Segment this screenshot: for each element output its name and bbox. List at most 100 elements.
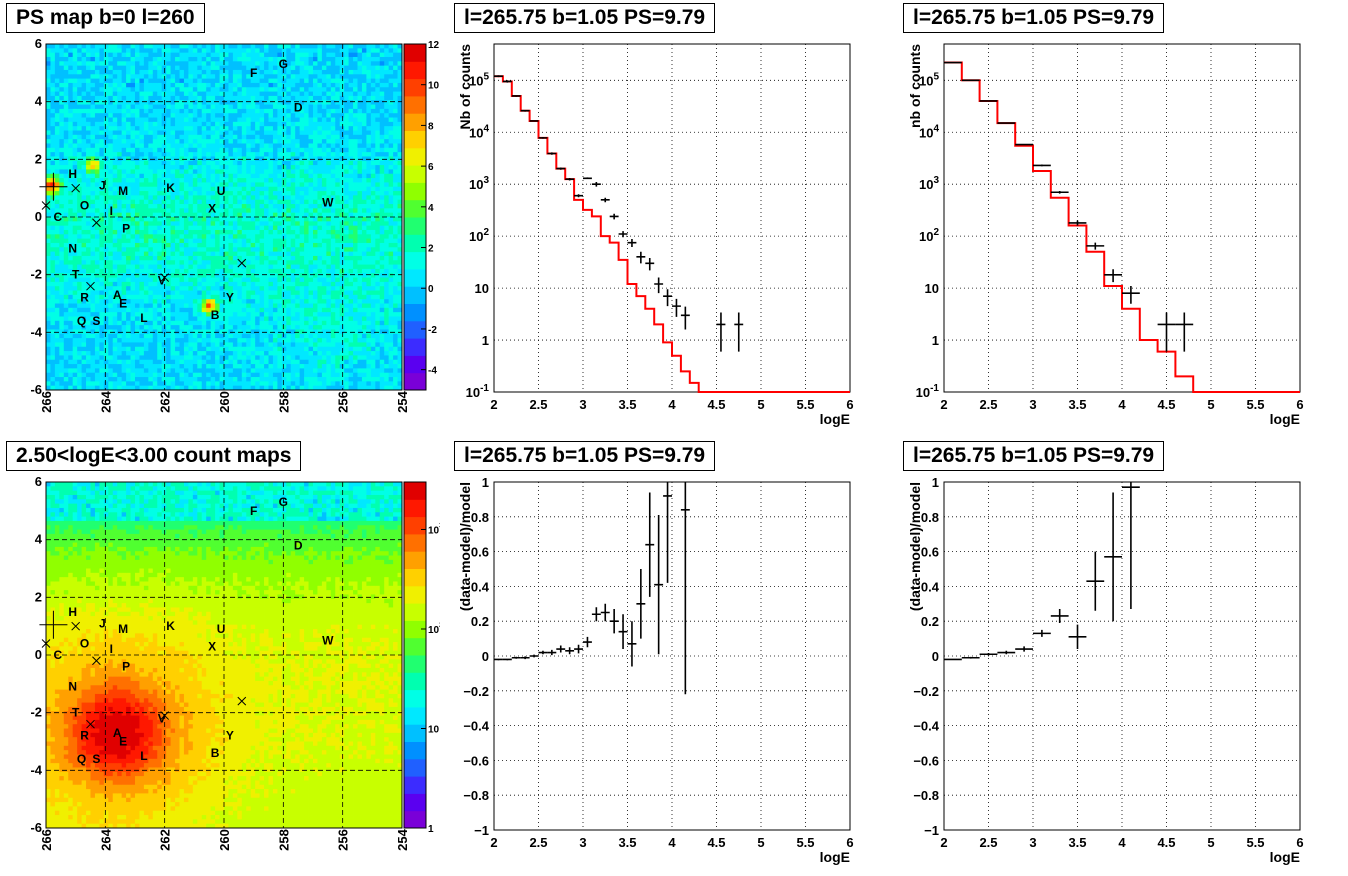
source-label: D: [294, 100, 303, 114]
colorbar-frame: [403, 43, 427, 391]
colorbar-segment: [404, 758, 426, 777]
colorbar-segment: [404, 724, 426, 742]
source-cross-marker: [86, 281, 95, 291]
data-point: [591, 182, 601, 187]
source-label: P: [122, 222, 130, 236]
data-point: [529, 120, 539, 122]
residual-point: [1015, 646, 1033, 652]
colorbar-segment: [404, 217, 426, 235]
x-tick-label: 5.5: [796, 835, 814, 850]
colorbar-segment: [404, 637, 426, 656]
map-cells: [46, 44, 403, 391]
colorbar-tick-label: -4: [428, 366, 437, 377]
colorbar-segment: [404, 182, 426, 201]
y-tick-label: 104: [469, 123, 489, 140]
source-label: W: [322, 634, 334, 648]
residual-title-fine: l=265.75 b=1.05 PS=9.79: [454, 441, 716, 471]
residual-point: [529, 654, 539, 658]
y-tick-label: 103: [919, 175, 939, 192]
y-tick-label: 0.2: [471, 614, 489, 629]
source-cross-marker: [41, 201, 51, 210]
x-tick-label: 262: [158, 391, 173, 413]
model-step-histogram: [494, 75, 850, 393]
colorbar-segment: [404, 113, 426, 131]
x-tick-label: 264: [98, 828, 113, 850]
x-tick-label: 5: [1207, 835, 1214, 850]
source-label: I: [110, 204, 113, 218]
colorbar-segment: [404, 568, 426, 587]
x-tick-label: 3: [579, 397, 586, 412]
residual-point: [944, 658, 962, 661]
plot-frame: [45, 481, 403, 829]
data-point: [672, 298, 681, 317]
colorbar-tick-label: 4: [428, 203, 434, 214]
data-point: [494, 75, 503, 78]
source-label: F: [250, 66, 257, 80]
y-tick-label: 102: [469, 227, 489, 244]
residual-plot-coarse: 2 2.5 3 3.5 4 4.5 5 5.5 6 1 0.8 0.6 0.4 0.2 0 −0.2 −0.4 −…: [907, 475, 1304, 865]
data-point: [609, 213, 619, 220]
source-label: C: [54, 210, 63, 224]
x-axis-label: logE: [1270, 411, 1300, 427]
x-tick-label: 2: [490, 835, 497, 850]
residual-point: [654, 515, 664, 655]
residual-point: [1033, 629, 1051, 637]
map-cells: [46, 482, 403, 829]
y-tick-label: 0: [482, 649, 489, 664]
data-point: [574, 194, 583, 198]
data-point: [654, 277, 664, 294]
source-label: G: [279, 495, 288, 509]
x-tick-label: 4.5: [707, 397, 725, 412]
source-label: P: [122, 660, 130, 674]
source-cross-marker: [160, 273, 170, 282]
colorbar-segment: [404, 320, 426, 339]
count-map-title: 2.50<logE<3.00 count maps: [6, 441, 302, 471]
source-label: T: [72, 268, 80, 282]
source-label: F: [250, 504, 257, 518]
colorbar-segment: [404, 303, 426, 322]
data-point: [583, 177, 592, 180]
y-tick-label: 105: [469, 71, 489, 88]
source-label: J: [99, 178, 106, 192]
spectrum-panel-coarse: 2 2.5 3 3.5 4 4.5 5 5.5 6 10-1 1 10 102 103 104 105 logE…: [890, 0, 1330, 438]
colorbar-segment: [404, 61, 426, 80]
x-tick-label: 6: [846, 835, 853, 850]
data-point: [547, 152, 557, 155]
colorbar-tick-label: -2: [428, 325, 437, 336]
x-tick-label: 3.5: [1068, 397, 1086, 412]
y-tick-label: −1: [924, 823, 939, 838]
source-label: R: [80, 291, 89, 305]
x-tick-label: 256: [336, 829, 351, 851]
source-label: S: [92, 314, 100, 328]
y-tick-label: 1: [482, 475, 489, 490]
y-tick-label: -4: [30, 324, 42, 339]
plot-frame: [943, 43, 1301, 393]
data-point: [636, 251, 646, 264]
y-tick-label: 10-1: [466, 383, 490, 400]
residual-point: [1104, 492, 1122, 622]
x-tick-label: 2.5: [979, 397, 997, 412]
colorbar-segment: [404, 655, 426, 673]
y-tick-label: 10-1: [916, 383, 940, 400]
residual-point: [636, 569, 646, 639]
spectrum-plot-fine: 2 2.5 3 3.5 4 4.5 5 5.5 6 10-1 1 10 102 103 104 105 logE…: [457, 43, 854, 427]
source-label: W: [322, 196, 334, 210]
x-tick-label: 6: [846, 397, 853, 412]
source-label: A: [113, 726, 122, 740]
colorbar-segment: [404, 533, 426, 552]
x-tick-label: 266: [39, 391, 54, 413]
residual-point: [1050, 609, 1069, 623]
source-label: C: [54, 648, 63, 662]
y-tick-label: −0.8: [463, 788, 489, 803]
y-tick-label: 1: [932, 333, 939, 348]
y-tick-label: 104: [919, 123, 939, 140]
y-tick-label: 0: [35, 209, 42, 224]
colorbar-tick-label: 2: [428, 244, 434, 255]
source-label: K: [166, 619, 175, 633]
residual-point: [591, 607, 601, 622]
source-label: A: [113, 288, 122, 302]
residual-point: [627, 621, 637, 667]
residual-point: [645, 492, 655, 597]
x-tick-label: 4: [1118, 397, 1126, 412]
colorbar-tick-label: 10: [428, 724, 440, 735]
